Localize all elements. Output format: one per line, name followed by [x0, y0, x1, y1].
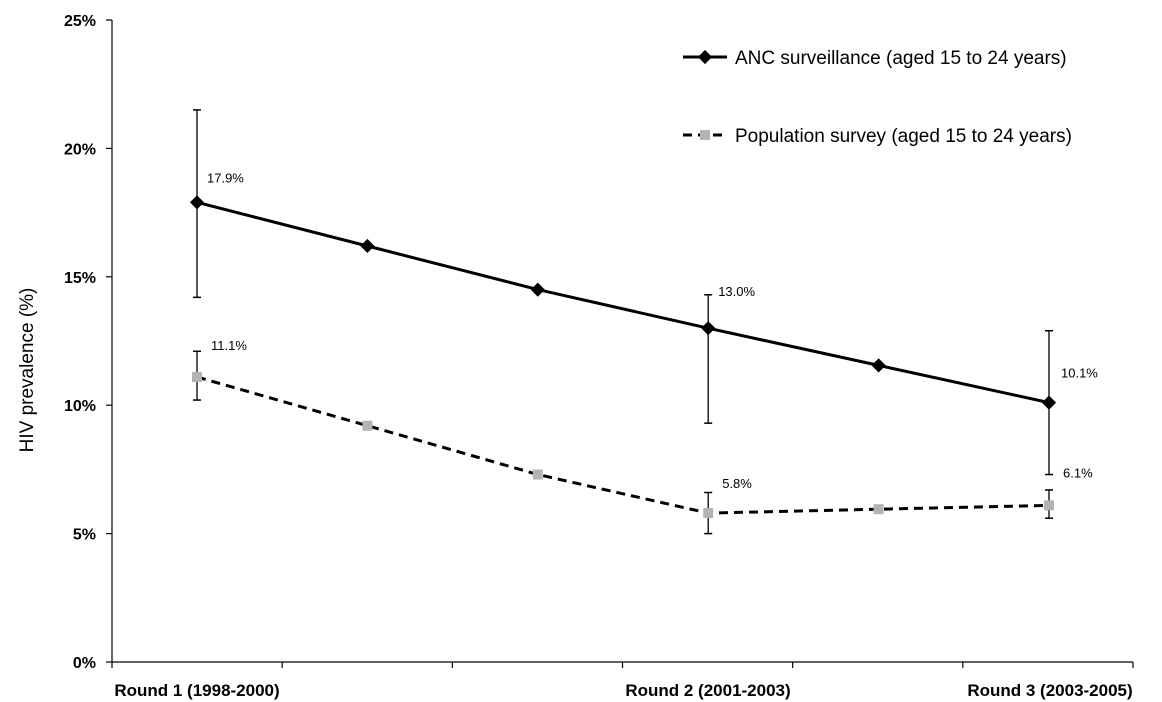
anc-point	[701, 321, 716, 336]
anc-point	[189, 195, 205, 210]
anc-series-line	[196, 200, 1050, 405]
series-layer: 17.9% 13.0% 10.1% 11.1% 5.8% 6.1%	[189, 109, 1098, 535]
legend-pop-marker	[700, 130, 710, 140]
anc-point	[1041, 395, 1057, 410]
population-point	[703, 508, 714, 519]
x-tick-label: Round 3 (2003-2005)	[967, 681, 1132, 700]
y-tick-label: 20%	[64, 141, 96, 158]
legend-pop-label: Population survey (aged 15 to 24 years)	[735, 126, 1072, 147]
y-tick-label: 25%	[64, 13, 96, 30]
data-label: 6.1%	[1063, 465, 1093, 480]
data-label: 17.9%	[207, 170, 244, 185]
population-point	[532, 469, 543, 480]
x-tick-label: Round 1 (1998-2000)	[114, 681, 279, 700]
legend-anc-marker	[697, 49, 713, 65]
anc-point	[530, 282, 545, 297]
y-tick-label: 0%	[73, 655, 96, 672]
y-axis-title: HIV prevalence (%)	[17, 288, 38, 453]
data-label: 10.1%	[1061, 366, 1098, 381]
legend: ANC surveillance (aged 15 to 24 years) P…	[683, 48, 1072, 147]
y-tick-label: 15%	[64, 270, 96, 287]
population-point	[1044, 500, 1054, 511]
population-point	[873, 504, 884, 515]
axes: 0% 5% 10% 15% 20% 25% Round 1 (1998-2000) Round…	[64, 13, 1134, 700]
x-tick-label: Round 2 (2001-2003)	[625, 681, 790, 700]
population-point	[192, 371, 202, 382]
data-label: 11.1%	[211, 338, 247, 353]
data-label: 13.0%	[718, 284, 755, 299]
anc-point	[360, 238, 375, 254]
anc-point	[871, 358, 886, 373]
population-point	[362, 420, 373, 431]
legend-anc-label: ANC surveillance (aged 15 to 24 years)	[735, 48, 1067, 69]
y-tick-label: 10%	[64, 398, 96, 415]
y-tick-label: 5%	[73, 527, 96, 544]
data-label: 5.8%	[722, 476, 752, 491]
population-series-line	[196, 375, 1050, 515]
